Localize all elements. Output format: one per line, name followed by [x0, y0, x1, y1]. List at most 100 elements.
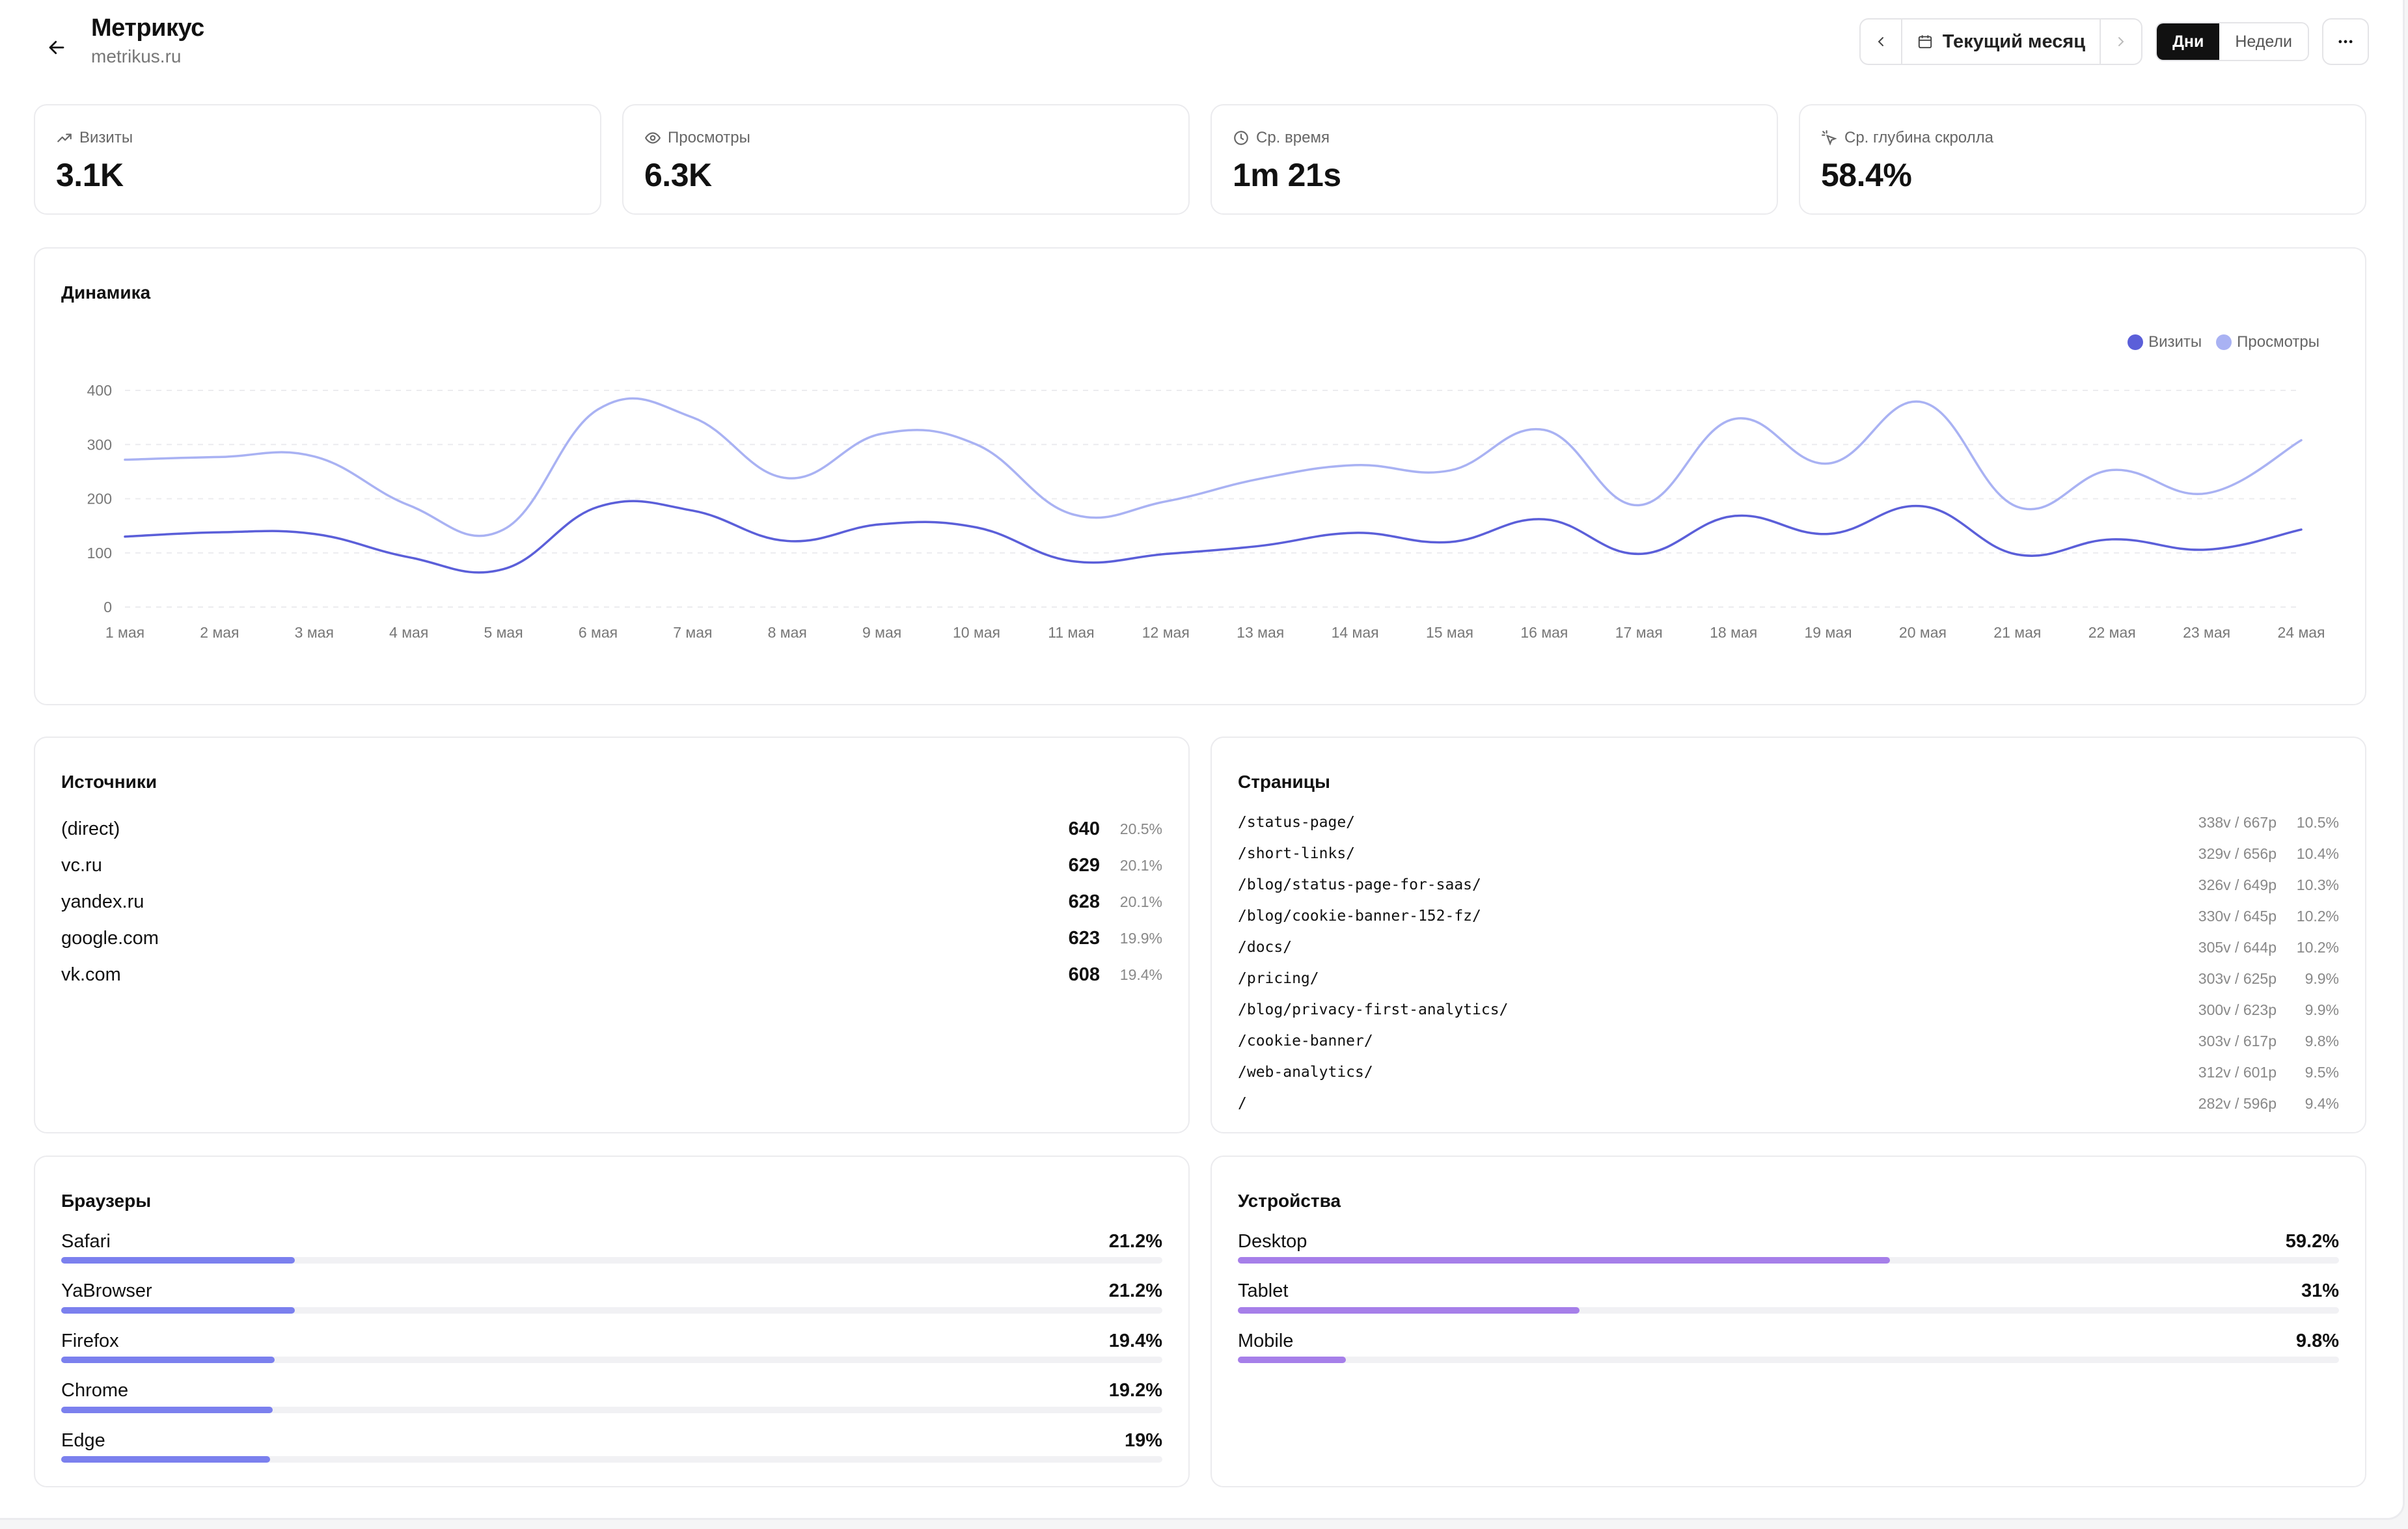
- source-row[interactable]: yandex.ru 628 20.1%: [61, 884, 1162, 920]
- browser-row[interactable]: Safari 21.2%: [61, 1228, 1162, 1279]
- browsers-card: Браузеры Safari 21.2% YaBrowser 21.2% Firefo…: [34, 1156, 1190, 1487]
- page-path: /docs/: [1238, 939, 1293, 956]
- chart-legend: Визиты Просмотры: [2128, 333, 2319, 351]
- y-tick-label: 400: [87, 382, 112, 399]
- x-tick-label: 23 мая: [2183, 624, 2230, 641]
- progress-track: [61, 1406, 1162, 1413]
- stat-card-scroll-depth: Ср. глубина скролла 58.4%: [1799, 104, 2366, 215]
- series-line-views: [124, 397, 2303, 537]
- source-name: (direct): [61, 818, 120, 839]
- progress-track: [1238, 1357, 2339, 1363]
- page-row[interactable]: / 282v / 596p 9.4%: [1238, 1088, 2339, 1119]
- page-path: /blog/status-page-for-saas/: [1238, 876, 1481, 893]
- device-row[interactable]: Desktop 59.2%: [1238, 1228, 2339, 1279]
- progress-fill: [61, 1357, 275, 1363]
- arrow-left-icon: [49, 40, 64, 55]
- page-visits-views: 305v / 644p: [2198, 938, 2277, 956]
- source-row[interactable]: vc.ru 629 20.1%: [61, 847, 1162, 884]
- page-path: /pricing/: [1238, 970, 1319, 987]
- page-row[interactable]: /blog/privacy-first-analytics/300v / 623…: [1238, 994, 2339, 1025]
- device-row-label: Desktop: [1238, 1230, 1307, 1252]
- progress-fill: [61, 1406, 273, 1413]
- source-row[interactable]: google.com 623 19.9%: [61, 920, 1162, 956]
- x-tick-label: 6 мая: [579, 624, 618, 641]
- page-row[interactable]: /blog/status-page-for-saas/326v / 649p 10…: [1238, 869, 2339, 900]
- page-path: /blog/cookie-banner-152-fz/: [1238, 908, 1481, 925]
- browser-row-label: Firefox: [61, 1330, 119, 1351]
- x-tick-label: 18 мая: [1710, 624, 1757, 641]
- clock-icon: [1234, 131, 1248, 145]
- page-visits-views: 282v / 596p: [2198, 1094, 2277, 1112]
- progress-track: [1238, 1257, 2339, 1264]
- page-visits-views: 312v / 601p: [2198, 1063, 2277, 1081]
- prev-period-button[interactable]: [1861, 20, 1902, 64]
- device-row-label: Mobile: [1238, 1330, 1294, 1351]
- stat-card-header: Ср. глубина скролла: [1821, 129, 1993, 147]
- progress-track: [61, 1257, 1162, 1264]
- source-count: 628: [1068, 891, 1100, 912]
- page-row[interactable]: /status-page/338v / 667p 10.5%: [1238, 807, 2339, 838]
- page-row[interactable]: /pricing/303v / 625p 9.9%: [1238, 963, 2339, 994]
- stat-value: 58.4%: [1821, 157, 1912, 193]
- page-row[interactable]: /blog/cookie-banner-152-fz/330v / 645p 10…: [1238, 900, 2339, 932]
- source-name: google.com: [61, 927, 159, 949]
- period-dropdown[interactable]: Текущий месяц: [1902, 20, 2100, 64]
- page-row[interactable]: /cookie-banner/303v / 617p 9.8%: [1238, 1025, 2339, 1057]
- x-tick-label: 5 мая: [484, 624, 523, 641]
- source-row[interactable]: (direct) 640 20.5%: [61, 811, 1162, 847]
- eye-icon: [644, 132, 661, 144]
- header: Метрикус metrikus.ru Текущий месяц Дни Н…: [34, 12, 2369, 77]
- stat-value: 6.3K: [644, 157, 712, 193]
- device-row[interactable]: Tablet 31%: [1238, 1279, 2339, 1329]
- page-percent: 9.9%: [2305, 1001, 2339, 1018]
- period-label: Текущий месяц: [1942, 31, 2086, 52]
- page-row[interactable]: /web-analytics/312v / 601p 9.5%: [1238, 1057, 2339, 1088]
- page-visits-views: 303v / 617p: [2198, 1032, 2277, 1049]
- browser-row-label: Safari: [61, 1230, 111, 1252]
- granularity-weeks-button[interactable]: Недели: [2219, 23, 2308, 60]
- page-row[interactable]: /short-links/329v / 656p 10.4%: [1238, 838, 2339, 869]
- legend-item-views[interactable]: Просмотры: [2216, 333, 2319, 351]
- devices-card: Устройства Desktop 59.2% Tablet 31% Mobile 9.…: [1211, 1156, 2366, 1487]
- pages-list: /status-page/338v / 667p 10.5% /short-link…: [1238, 807, 2339, 1119]
- bar-row-header: Chrome 19.2%: [61, 1378, 1162, 1404]
- stat-label: Ср. глубина скролла: [1844, 129, 1993, 146]
- x-tick-label: 7 мая: [673, 624, 712, 641]
- legend-label: Визиты: [2148, 333, 2202, 351]
- x-tick-label: 15 мая: [1426, 624, 1473, 641]
- series-line-visits: [124, 500, 2303, 574]
- page-percent: 9.4%: [2305, 1094, 2339, 1112]
- header-controls: Текущий месяц Дни Недели: [1859, 18, 2369, 65]
- page-path: /status-page/: [1238, 814, 1356, 831]
- granularity-days-button[interactable]: Дни: [2157, 23, 2220, 60]
- devices-list: Desktop 59.2% Tablet 31% Mobile 9.8%: [1238, 1228, 2339, 1378]
- browsers-list: Safari 21.2% YaBrowser 21.2% Firefox 19.4% Chr…: [61, 1228, 1162, 1478]
- browser-row-label: Chrome: [61, 1380, 129, 1401]
- browser-row[interactable]: Edge 19%: [61, 1428, 1162, 1478]
- browser-row[interactable]: YaBrowser 21.2%: [61, 1279, 1162, 1329]
- y-tick-label: 300: [87, 436, 112, 453]
- back-button[interactable]: [40, 31, 73, 64]
- stat-card-header: Ср. время: [1233, 129, 1330, 147]
- y-tick-label: 200: [87, 491, 112, 507]
- source-percent: 19.4%: [1119, 966, 1162, 983]
- progress-fill: [1238, 1257, 1890, 1264]
- more-options-button[interactable]: [2322, 18, 2369, 65]
- device-row-percent: 59.2%: [2285, 1230, 2339, 1252]
- source-row[interactable]: vk.com 608 19.4%: [61, 956, 1162, 993]
- browser-row[interactable]: Chrome 19.2%: [61, 1378, 1162, 1428]
- device-row[interactable]: Mobile 9.8%: [1238, 1328, 2339, 1378]
- stat-card-avg-time: Ср. время 1m 21s: [1211, 104, 1778, 215]
- device-row-percent: 9.8%: [2295, 1330, 2339, 1351]
- page-visits-views: 300v / 623p: [2198, 1001, 2277, 1018]
- browser-row[interactable]: Firefox 19.4%: [61, 1328, 1162, 1378]
- stat-label: Ср. время: [1256, 129, 1330, 146]
- next-period-button[interactable]: [2100, 20, 2141, 64]
- page-row[interactable]: /docs/305v / 644p 10.2%: [1238, 932, 2339, 963]
- browser-row-label: YaBrowser: [61, 1280, 152, 1301]
- page-percent: 10.3%: [2296, 876, 2339, 893]
- legend-item-visits[interactable]: Визиты: [2128, 333, 2202, 351]
- bar-row-header: Safari 21.2%: [61, 1228, 1162, 1254]
- bar-row-header: Mobile 9.8%: [1238, 1328, 2339, 1354]
